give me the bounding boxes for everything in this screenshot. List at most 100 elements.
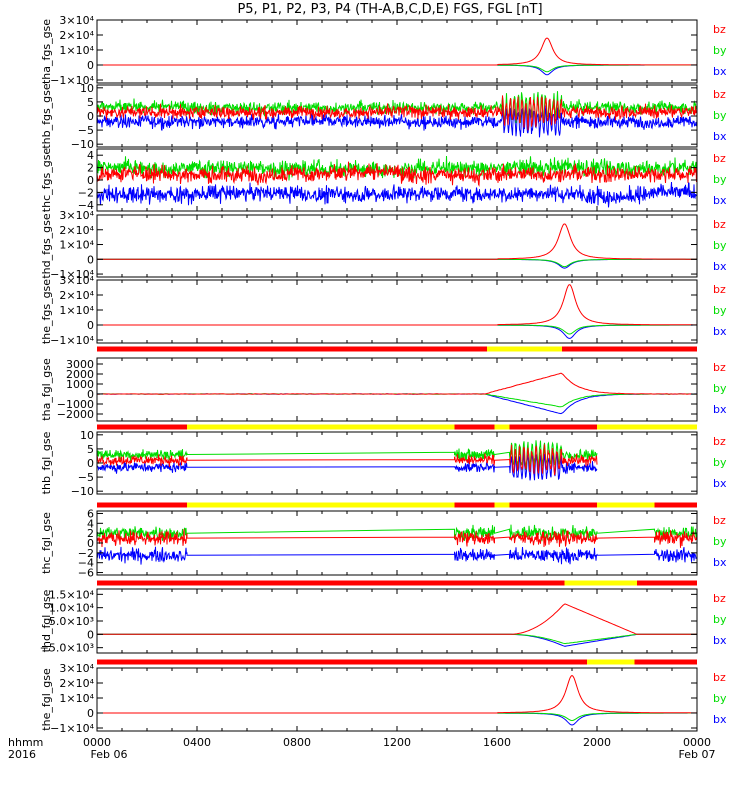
legend-by: by [713,173,727,186]
legend-bz: bz [713,283,726,296]
y-tick-label: 5 [87,443,94,456]
y-tick-label: −1×10⁴ [50,722,94,735]
y-tick-label: 5 [87,96,94,109]
legend-by: by [713,44,727,57]
series-bx-line [97,449,598,481]
legend-by: by [713,456,727,469]
y-tick-label: 2×10⁴ [59,29,94,42]
y-tick-label: 4 [87,517,94,530]
y-tick-label: 0 [87,253,94,266]
y-axis-label: thb_fgs_gse [40,83,53,149]
flag-segment [494,424,510,430]
y-tick-label: 2000 [66,368,94,381]
y-axis-label: thd_fgs_gse [40,213,53,279]
y-tick-label: 1×10⁴ [59,239,94,252]
y-tick-label: 10 [80,82,94,95]
series-bz-line [97,161,697,187]
x-tick-label: 0000 [83,736,111,749]
flag-segment [637,580,697,586]
y-tick-label: −5.0×10³ [40,642,94,655]
series-by-line [97,440,598,471]
flag-segment [509,424,597,430]
y-tick-label: 0 [87,537,94,550]
panel-thd_fgl_gse: 1.5×10⁴1.0×10⁴5.0×10³0−5.0×10³thd_fgl_gs… [40,580,727,655]
y-tick-label: −1×10⁴ [50,268,94,281]
time-axis-label: hhmm [8,736,43,749]
y-tick-label: −6 [78,567,94,580]
flag-segment [634,659,697,665]
flag-segment [597,502,655,508]
legend-by: by [713,535,727,548]
y-tick-label: 1000 [66,378,94,391]
series-bz-line [97,95,697,131]
x-tick-label: 0000 [683,736,711,749]
y-tick-label: 1.0×10⁴ [49,602,95,615]
x-tick-date: Feb 07 [679,748,716,761]
y-tick-label: 3×10⁴ [59,14,94,27]
x-tick-label: 2000 [583,736,611,749]
series-bz-line [97,223,697,260]
legend-bx: bx [713,65,727,78]
x-tick-label: 0800 [283,736,311,749]
x-tick-date: Feb 06 [91,748,128,761]
y-tick-label: 2×10⁴ [59,677,94,690]
series-bx-line [97,105,697,138]
legend-bz: bz [713,361,726,374]
y-tick-label: 3×10⁴ [59,209,94,222]
legend-by: by [713,692,727,705]
y-axis-label: tha_fgl_gse [40,358,53,421]
series-bz-line [97,603,697,635]
legend-bx: bx [713,477,727,490]
legend-bx: bx [713,403,727,416]
legend-bz: bz [713,218,726,231]
series-bz-line [97,37,697,66]
legend-bz: bz [713,671,726,684]
flag-segment [562,346,697,352]
legend-bx: bx [713,325,727,338]
y-tick-label: −5 [78,124,94,137]
y-tick-label: 0 [87,110,94,123]
legend-bz: bz [713,88,726,101]
flag-segment [187,502,455,508]
y-tick-label: 1×10⁴ [59,304,94,317]
y-tick-label: 3×10⁴ [59,662,94,675]
y-tick-label: 2 [87,527,94,540]
y-tick-label: 3×10⁴ [59,274,94,287]
flag-segment [509,502,597,508]
chart-title: P5, P1, P2, P3, P4 (TH-A,B,C,D,E) FGS, F… [237,2,542,17]
y-tick-label: −2000 [57,408,94,421]
y-tick-label: −1×10⁴ [50,334,94,347]
legend-bx: bx [713,713,727,726]
y-tick-label: −1×10⁴ [50,74,94,87]
y-tick-label: 0 [87,174,94,187]
y-tick-label: 6 [87,507,94,520]
series-bx-line [97,181,697,208]
y-tick-label: 5.0×10³ [49,615,94,628]
x-tick-label: 1600 [483,736,511,749]
legend-bx: bx [713,556,727,569]
y-tick-label: 1×10⁴ [59,44,94,57]
legend-bz: bz [713,514,726,527]
flag-segment [97,580,565,586]
y-tick-label: 1×10⁴ [59,692,94,705]
y-tick-label: −2 [78,547,94,560]
y-tick-label: 1.5×10⁴ [49,588,95,601]
y-axis-label: thb_fgl_gse [40,431,53,494]
flag-segment [454,502,495,508]
legend-bz: bz [713,152,726,165]
flag-segment [97,659,587,665]
legend-bx: bx [713,130,727,143]
legend-by: by [713,239,727,252]
y-tick-label: 0 [87,707,94,720]
legend-by: by [713,382,727,395]
legend-by: by [713,304,727,317]
flag-segment [187,424,455,430]
y-tick-label: 10 [80,429,94,442]
legend-bz: bz [713,23,726,36]
